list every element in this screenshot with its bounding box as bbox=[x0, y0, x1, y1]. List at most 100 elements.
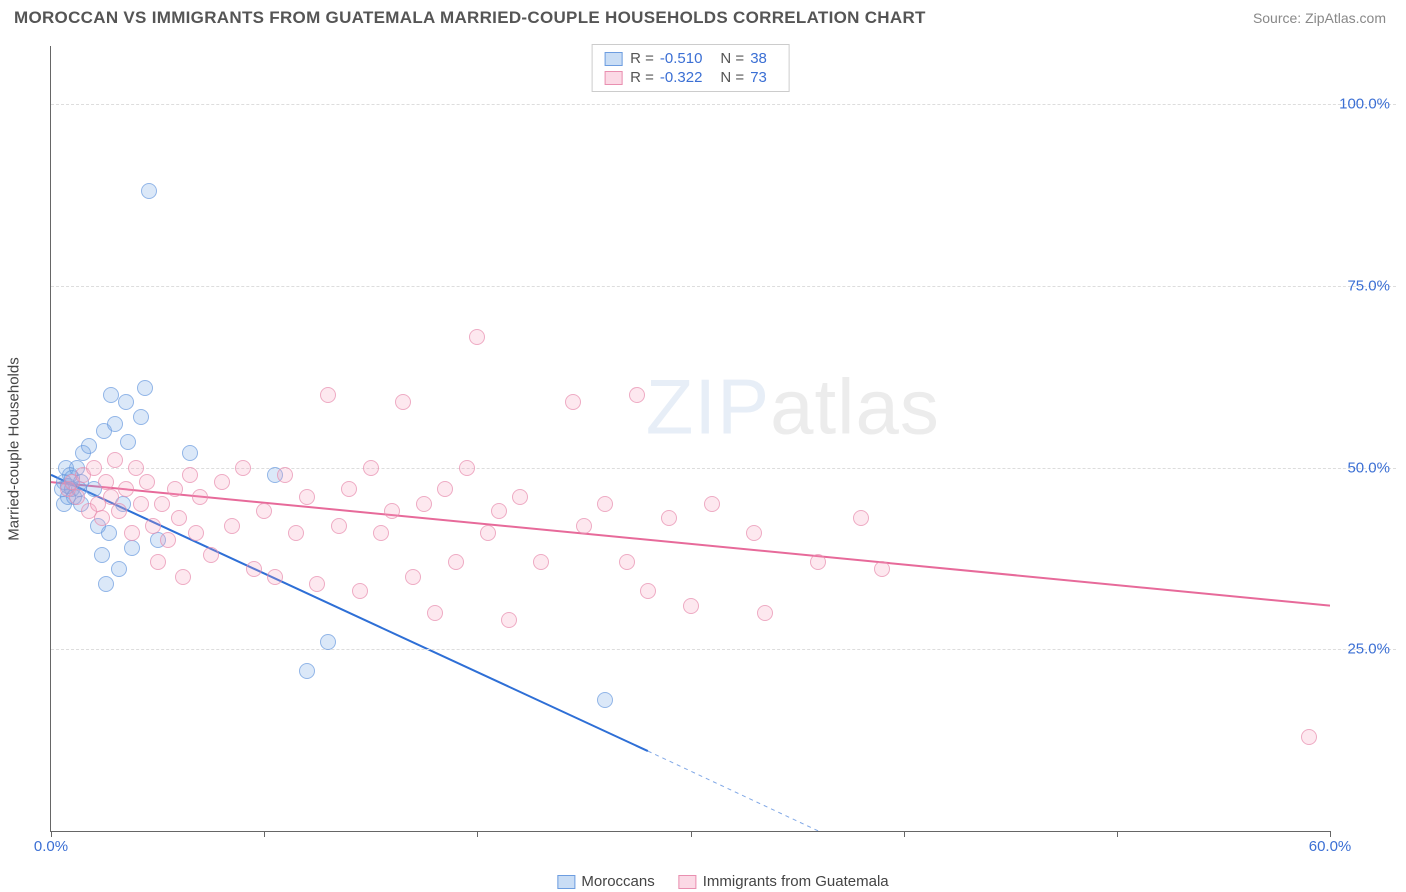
data-point bbox=[224, 518, 240, 534]
data-point bbox=[619, 554, 635, 570]
x-tick-label: 60.0% bbox=[1309, 838, 1352, 855]
data-point bbox=[98, 474, 114, 490]
data-point bbox=[810, 554, 826, 570]
data-point bbox=[145, 518, 161, 534]
data-point bbox=[139, 474, 155, 490]
data-point bbox=[107, 416, 123, 432]
swatch-guatemala bbox=[604, 71, 622, 85]
data-point bbox=[214, 474, 230, 490]
legend-row-1: R = -0.510 N = 38 bbox=[604, 49, 777, 68]
data-point bbox=[405, 569, 421, 585]
data-point bbox=[111, 503, 127, 519]
swatch-icon bbox=[557, 875, 575, 889]
data-point bbox=[501, 612, 517, 628]
data-point bbox=[565, 394, 581, 410]
data-point bbox=[118, 481, 134, 497]
data-point bbox=[107, 452, 123, 468]
data-point bbox=[277, 467, 293, 483]
data-point bbox=[103, 387, 119, 403]
data-point bbox=[182, 445, 198, 461]
data-point bbox=[363, 460, 379, 476]
data-point bbox=[203, 547, 219, 563]
data-point bbox=[69, 489, 85, 505]
data-point bbox=[133, 496, 149, 512]
data-point bbox=[235, 460, 251, 476]
data-point bbox=[246, 561, 262, 577]
data-point bbox=[384, 503, 400, 519]
watermark: ZIPatlas bbox=[646, 362, 940, 453]
series-legend: Moroccans Immigrants from Guatemala bbox=[557, 873, 888, 890]
chart-title: MOROCCAN VS IMMIGRANTS FROM GUATEMALA MA… bbox=[14, 8, 926, 28]
y-tick-label: 75.0% bbox=[1347, 277, 1390, 294]
data-point bbox=[373, 525, 389, 541]
data-point bbox=[128, 460, 144, 476]
swatch-moroccans bbox=[604, 52, 622, 66]
data-point bbox=[512, 489, 528, 505]
data-point bbox=[81, 438, 97, 454]
data-point bbox=[188, 525, 204, 541]
legend-item-guatemala: Immigrants from Guatemala bbox=[679, 873, 889, 890]
data-point bbox=[175, 569, 191, 585]
data-point bbox=[150, 554, 166, 570]
data-point bbox=[448, 554, 464, 570]
data-point bbox=[141, 183, 157, 199]
data-point bbox=[118, 394, 134, 410]
source-attribution: Source: ZipAtlas.com bbox=[1253, 10, 1386, 26]
x-tick bbox=[51, 831, 52, 837]
gridline bbox=[51, 468, 1396, 469]
data-point bbox=[597, 692, 613, 708]
data-point bbox=[309, 576, 325, 592]
data-point bbox=[874, 561, 890, 577]
x-tick bbox=[1330, 831, 1331, 837]
data-point bbox=[133, 409, 149, 425]
data-point bbox=[103, 489, 119, 505]
data-point bbox=[1301, 729, 1317, 745]
data-point bbox=[86, 460, 102, 476]
data-point bbox=[94, 547, 110, 563]
data-point bbox=[395, 394, 411, 410]
data-point bbox=[640, 583, 656, 599]
y-tick-label: 100.0% bbox=[1339, 96, 1390, 113]
data-point bbox=[331, 518, 347, 534]
data-point bbox=[629, 387, 645, 403]
x-tick bbox=[904, 831, 905, 837]
data-point bbox=[746, 525, 762, 541]
data-point bbox=[124, 525, 140, 541]
data-point bbox=[320, 387, 336, 403]
data-point bbox=[299, 489, 315, 505]
plot-area: ZIPatlas R = -0.510 N = 38 R = -0.322 N … bbox=[50, 46, 1330, 832]
legend-row-2: R = -0.322 N = 73 bbox=[604, 68, 777, 87]
data-point bbox=[704, 496, 720, 512]
data-point bbox=[320, 634, 336, 650]
data-point bbox=[469, 329, 485, 345]
data-point bbox=[160, 532, 176, 548]
data-point bbox=[267, 569, 283, 585]
data-point bbox=[154, 496, 170, 512]
gridline bbox=[51, 286, 1396, 287]
data-point bbox=[124, 540, 140, 556]
gridline bbox=[51, 649, 1396, 650]
data-point bbox=[288, 525, 304, 541]
correlation-legend: R = -0.510 N = 38 R = -0.322 N = 73 bbox=[591, 44, 790, 92]
data-point bbox=[437, 481, 453, 497]
data-point bbox=[111, 561, 127, 577]
chart-header: MOROCCAN VS IMMIGRANTS FROM GUATEMALA MA… bbox=[0, 0, 1406, 32]
data-point bbox=[352, 583, 368, 599]
data-point bbox=[101, 525, 117, 541]
data-point bbox=[757, 605, 773, 621]
swatch-icon bbox=[679, 875, 697, 889]
data-point bbox=[459, 460, 475, 476]
data-point bbox=[256, 503, 272, 519]
data-point bbox=[98, 576, 114, 592]
gridline bbox=[51, 104, 1396, 105]
data-point bbox=[299, 663, 315, 679]
y-tick-label: 50.0% bbox=[1347, 459, 1390, 476]
data-point bbox=[192, 489, 208, 505]
x-tick bbox=[264, 831, 265, 837]
x-tick bbox=[477, 831, 478, 837]
data-point bbox=[167, 481, 183, 497]
data-point bbox=[491, 503, 507, 519]
data-point bbox=[427, 605, 443, 621]
data-point bbox=[94, 510, 110, 526]
data-point bbox=[182, 467, 198, 483]
